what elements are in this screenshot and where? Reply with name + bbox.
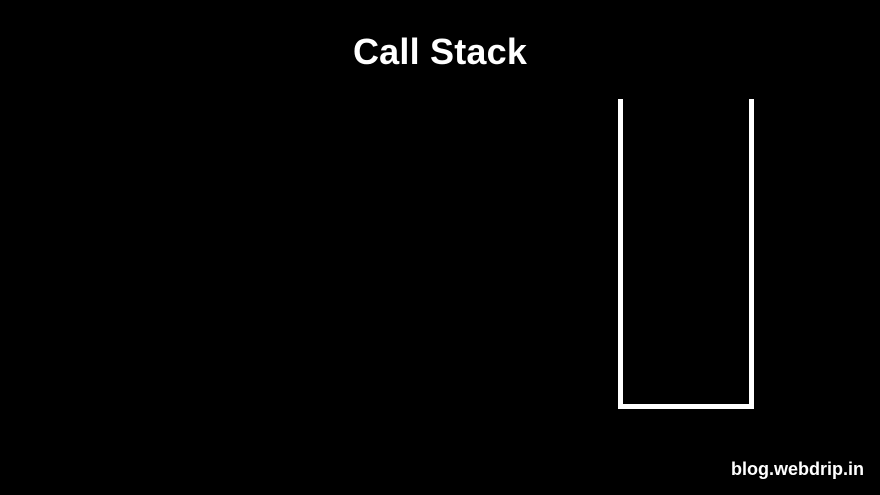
slide-title: Call Stack [352,31,528,72]
call-stack-container [618,99,754,409]
site-watermark: blog.webdrip.in [731,459,864,479]
